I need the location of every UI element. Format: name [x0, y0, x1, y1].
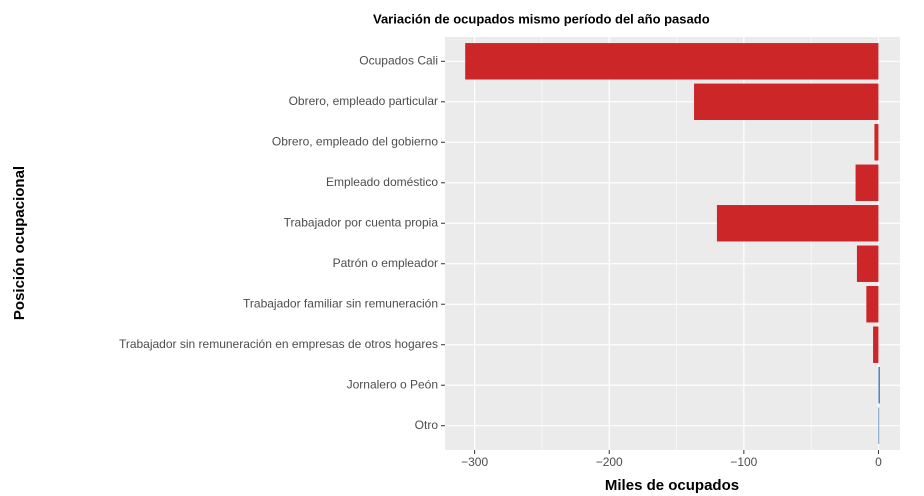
- y-tick-label: Ocupados Cali: [359, 53, 438, 67]
- bar: [878, 366, 880, 404]
- bar: [716, 205, 879, 242]
- x-axis-label: Miles de ocupados: [605, 477, 739, 494]
- y-axis-label: Posición ocupacional: [11, 166, 28, 320]
- x-tick-label: −100: [730, 455, 757, 469]
- bar: [866, 286, 879, 323]
- bar: [465, 43, 879, 80]
- bar: [873, 326, 879, 363]
- y-tick-label: Empleado doméstico: [326, 175, 438, 189]
- bar: [855, 164, 879, 201]
- bar: [694, 83, 879, 121]
- y-tick-label: Patrón o empleador: [333, 256, 438, 270]
- y-tick-label: Trabajador por cuenta propia: [284, 215, 439, 229]
- x-tick-label: −200: [596, 455, 623, 469]
- bar: [856, 245, 879, 282]
- chart-title: Variación de ocupados mismo período del …: [373, 11, 710, 26]
- bar: [878, 407, 880, 444]
- y-tick-label: Trabajador familiar sin remuneración: [243, 296, 438, 310]
- y-tick-label: Jornalero o Peón: [347, 377, 438, 391]
- y-tick-label: Obrero, empleado del gobierno: [272, 134, 438, 148]
- bar: [874, 124, 879, 161]
- y-tick-label: Otro: [415, 418, 439, 432]
- y-tick-label: Trabajador sin remuneración en empresas …: [119, 337, 438, 351]
- x-tick-label: 0: [875, 455, 882, 469]
- x-tick-label: −300: [461, 455, 488, 469]
- y-tick-label: Obrero, empleado particular: [289, 94, 438, 108]
